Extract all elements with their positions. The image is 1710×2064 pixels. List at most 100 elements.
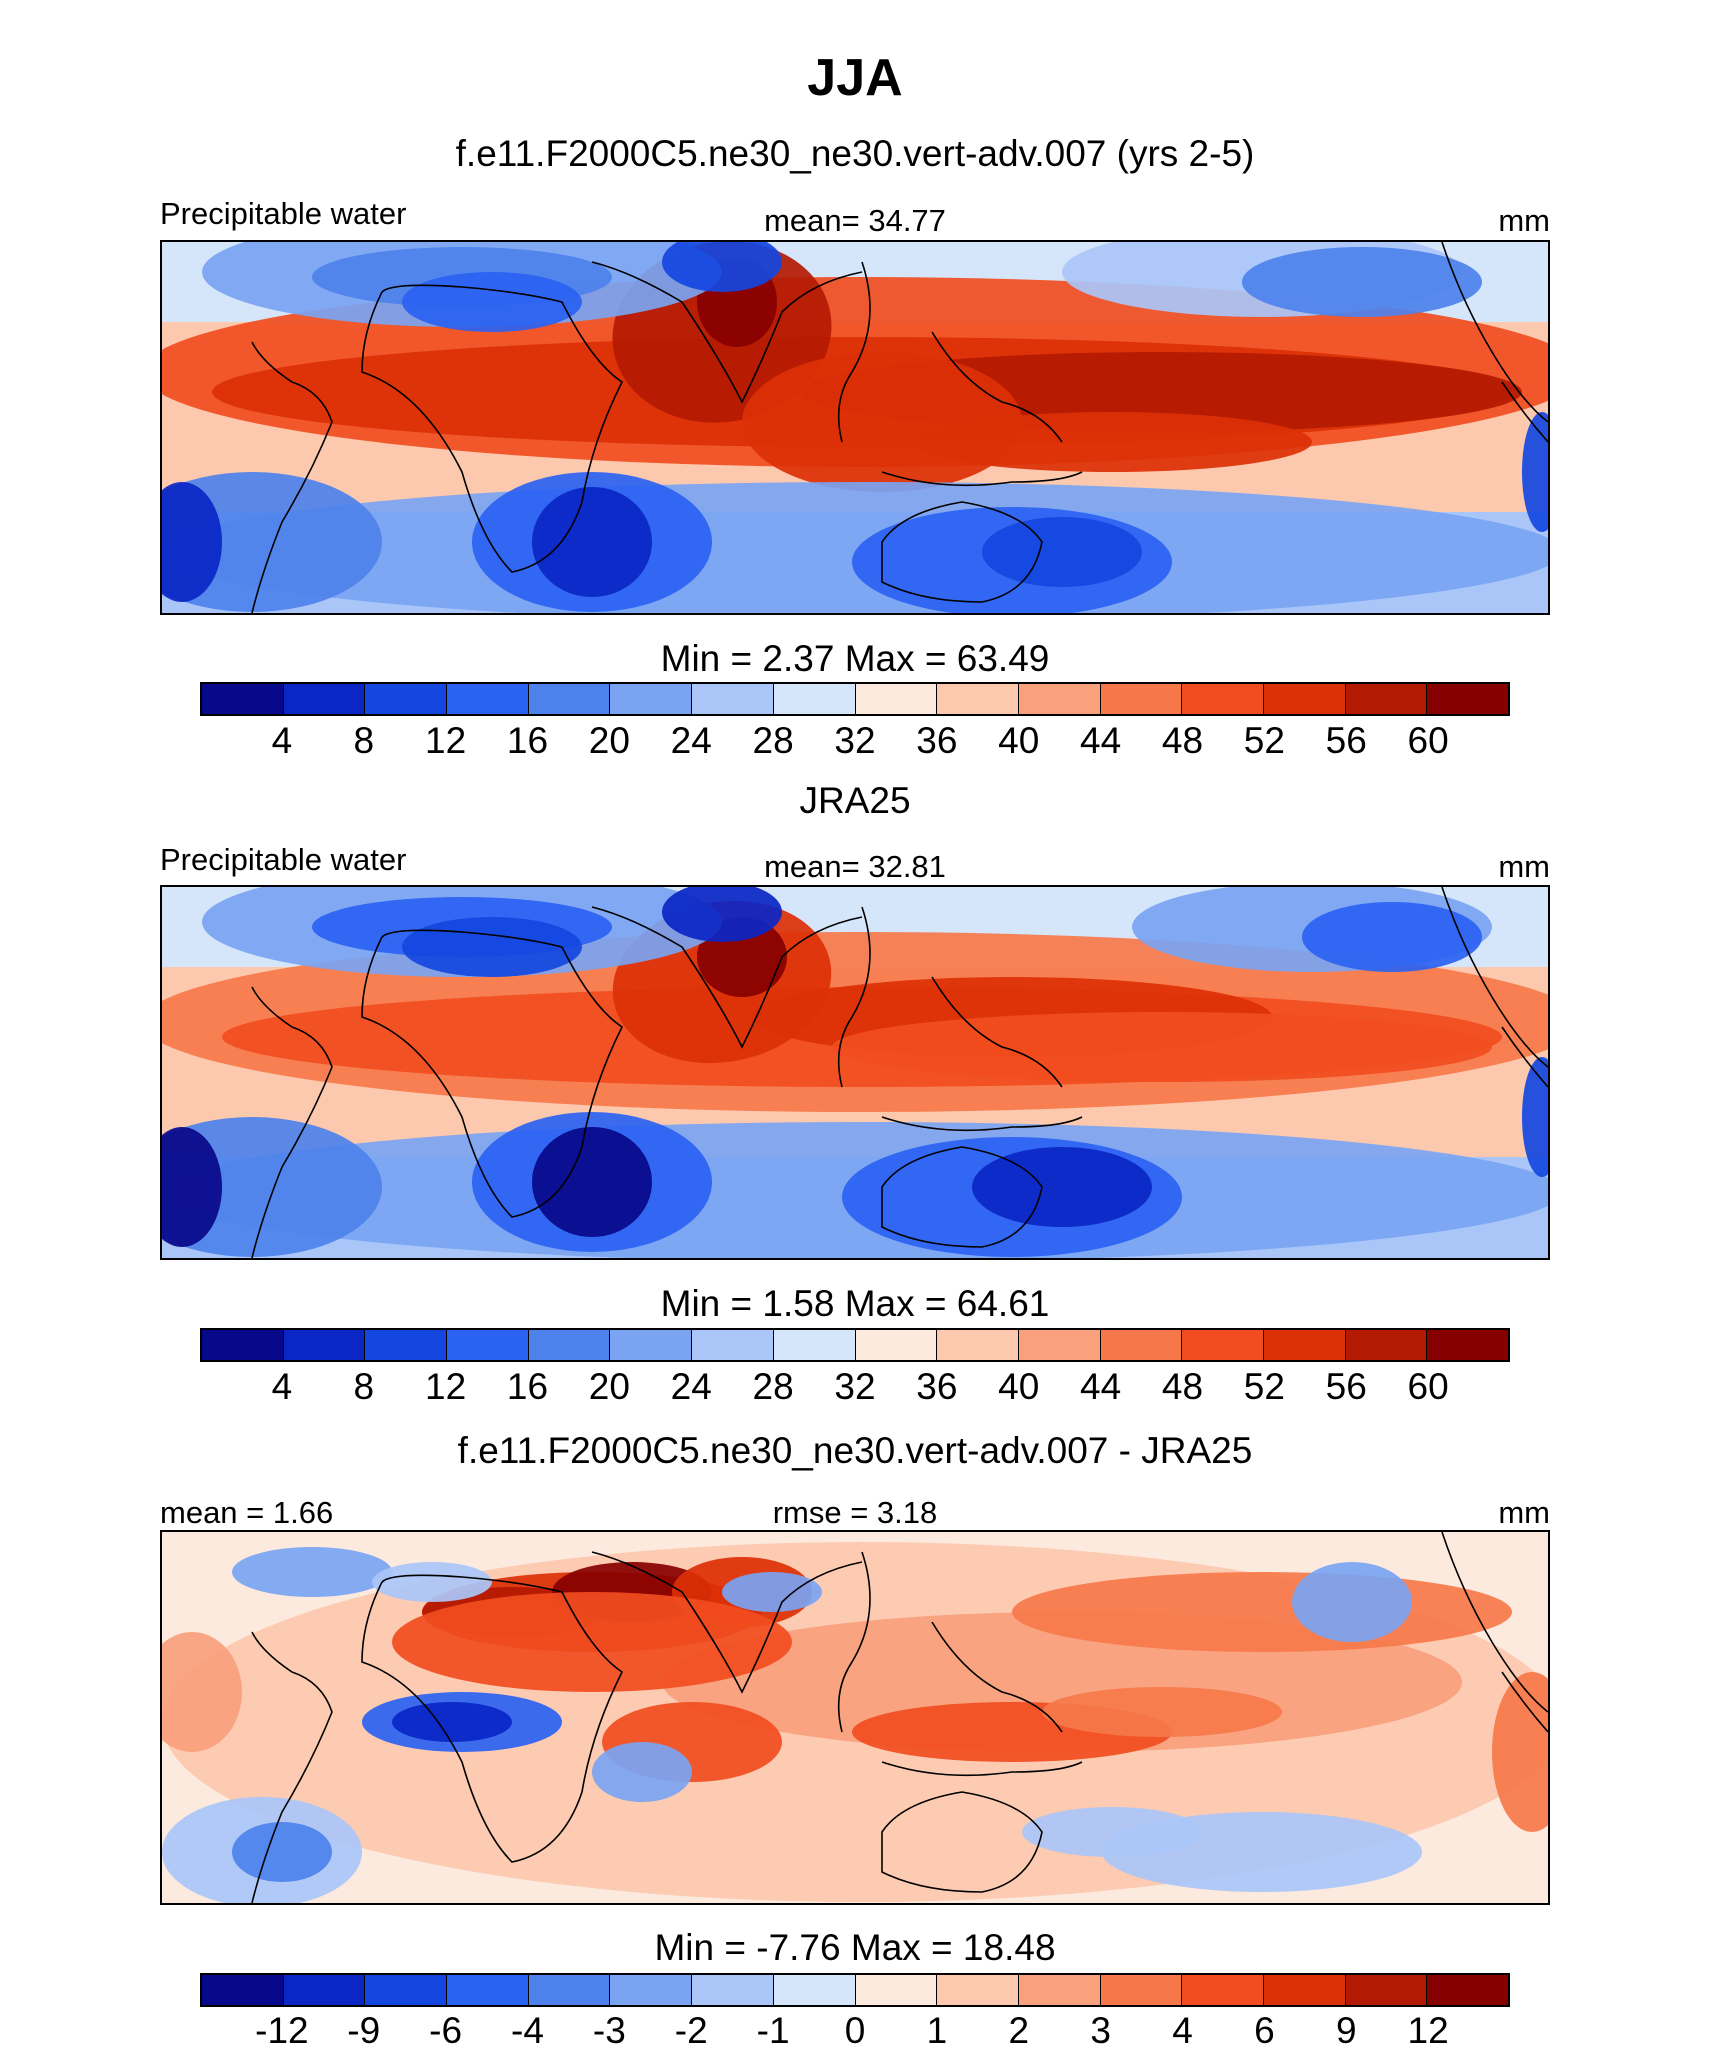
colorbar-box bbox=[283, 1330, 366, 1360]
colorbar-box bbox=[447, 1975, 529, 2005]
panel-2-left-label: Precipitable water bbox=[160, 842, 407, 877]
colorbar-box bbox=[365, 684, 448, 714]
colorbar-box bbox=[202, 684, 284, 714]
panel-2-title: JRA25 bbox=[799, 780, 911, 821]
contour-region bbox=[1012, 1572, 1512, 1652]
colorbar-box bbox=[1345, 1975, 1428, 2005]
colorbar-tick-label: 24 bbox=[670, 1366, 712, 1407]
coastline bbox=[1441, 887, 1548, 1068]
coastline bbox=[837, 261, 871, 443]
colorbar-box bbox=[1100, 684, 1183, 714]
contour-region bbox=[1042, 1687, 1282, 1737]
coastline bbox=[251, 341, 333, 613]
colorbar-box bbox=[365, 1975, 448, 2005]
colorbar-box bbox=[855, 684, 938, 714]
colorbar-box bbox=[773, 684, 856, 714]
contour-region bbox=[1292, 1562, 1412, 1642]
coastline bbox=[881, 1146, 1043, 1248]
colorbar-tick-label: 32 bbox=[834, 720, 876, 761]
coastline bbox=[881, 1791, 1043, 1893]
colorbar-tick-label: 12 bbox=[425, 1366, 467, 1407]
colorbar-tick-label: -3 bbox=[592, 2010, 626, 2051]
contour-region bbox=[162, 472, 382, 612]
colorbar-tick-label: 6 bbox=[1254, 2010, 1275, 2051]
colorbar-box bbox=[528, 684, 611, 714]
colorbar-box bbox=[1018, 1975, 1101, 2005]
colorbar-box bbox=[1427, 1330, 1508, 1360]
colorbar-box bbox=[283, 684, 366, 714]
panel-2-minmax: Min = 1.58 Max = 64.61 bbox=[660, 1283, 1050, 1324]
colorbar-box bbox=[202, 1975, 284, 2005]
coastline bbox=[881, 501, 1043, 603]
colorbar-box bbox=[528, 1330, 611, 1360]
colorbar-tick-label: 28 bbox=[752, 1366, 794, 1407]
colorbar-tick-label: 4 bbox=[1172, 2010, 1193, 2051]
colorbar-box bbox=[365, 1330, 448, 1360]
coastline bbox=[591, 261, 863, 404]
coastline bbox=[1441, 1532, 1548, 1713]
colorbar-tick-label: 4 bbox=[271, 720, 293, 761]
panel-3-map bbox=[160, 1530, 1550, 1905]
colorbar-tick-label: 8 bbox=[353, 1366, 375, 1407]
colorbar-tick-label: 3 bbox=[1090, 2010, 1111, 2051]
panel-1-mean: mean= 34.77 bbox=[764, 203, 946, 238]
colorbar-box bbox=[1100, 1330, 1183, 1360]
colorbar-tick-label: 52 bbox=[1243, 720, 1285, 761]
colorbar-tick-label: 44 bbox=[1080, 1366, 1122, 1407]
contour-region bbox=[1522, 412, 1548, 532]
coastline bbox=[251, 986, 333, 1258]
contour-region bbox=[662, 242, 782, 292]
colorbar-box bbox=[855, 1975, 938, 2005]
contour-region bbox=[162, 1117, 382, 1257]
colorbar-tick-label: 20 bbox=[588, 720, 630, 761]
contour-region bbox=[392, 1702, 512, 1742]
colorbar-box bbox=[610, 1975, 693, 2005]
coastline bbox=[1441, 242, 1548, 423]
colorbar-box bbox=[1018, 684, 1101, 714]
panel-1-left-label: Precipitable water bbox=[160, 196, 407, 231]
colorbar-box bbox=[1427, 1975, 1508, 2005]
colorbar-box bbox=[692, 684, 774, 714]
contour-region bbox=[1522, 1057, 1548, 1177]
colorbar-tick-label: 52 bbox=[1243, 1366, 1285, 1407]
colorbar-tick-label: -4 bbox=[511, 2010, 544, 2051]
panel-2-field bbox=[162, 887, 1548, 1258]
panel-3-colorbar bbox=[200, 1973, 1510, 2007]
contour-region bbox=[912, 412, 1312, 472]
colorbar-box bbox=[1018, 1330, 1101, 1360]
coastline bbox=[837, 1551, 871, 1733]
colorbar-tick-label: 28 bbox=[752, 720, 794, 761]
contour-region bbox=[162, 1632, 242, 1752]
contour-region bbox=[1022, 1807, 1202, 1857]
colorbar-box bbox=[855, 1330, 938, 1360]
colorbar-box bbox=[610, 684, 693, 714]
colorbar-box bbox=[1263, 1330, 1346, 1360]
panel-1-map bbox=[160, 240, 1550, 615]
contour-region bbox=[232, 1822, 332, 1882]
coastline bbox=[361, 284, 624, 573]
colorbar-tick-label: 0 bbox=[844, 2010, 866, 2051]
colorbar-tick-label: 12 bbox=[1407, 2010, 1449, 2051]
colorbar-box bbox=[692, 1975, 774, 2005]
colorbar-box bbox=[692, 1330, 774, 1360]
colorbar-box bbox=[1182, 1975, 1264, 2005]
colorbar-box bbox=[528, 1975, 611, 2005]
contour-region bbox=[162, 482, 222, 602]
colorbar-tick-label: -6 bbox=[429, 2010, 463, 2051]
colorbar-box bbox=[447, 1330, 529, 1360]
coastline bbox=[931, 331, 1063, 443]
contour-region bbox=[662, 887, 782, 942]
panel-3-rmse: rmse = 3.18 bbox=[772, 1495, 938, 1530]
colorbar-tick-label: 48 bbox=[1161, 1366, 1204, 1407]
colorbar-box bbox=[1100, 1975, 1183, 2005]
contour-region bbox=[532, 1127, 652, 1237]
panel-3-minmax: Min = -7.76 Max = 18.48 bbox=[654, 1927, 1056, 1968]
contour-region bbox=[832, 1012, 1492, 1082]
colorbar-tick-label: 48 bbox=[1161, 720, 1204, 761]
coastline bbox=[881, 1761, 1083, 1777]
page-title: JJA bbox=[807, 49, 903, 107]
colorbar-box bbox=[1182, 684, 1264, 714]
colorbar-box bbox=[773, 1330, 856, 1360]
contour-region bbox=[722, 1572, 822, 1612]
contour-region bbox=[982, 517, 1142, 587]
